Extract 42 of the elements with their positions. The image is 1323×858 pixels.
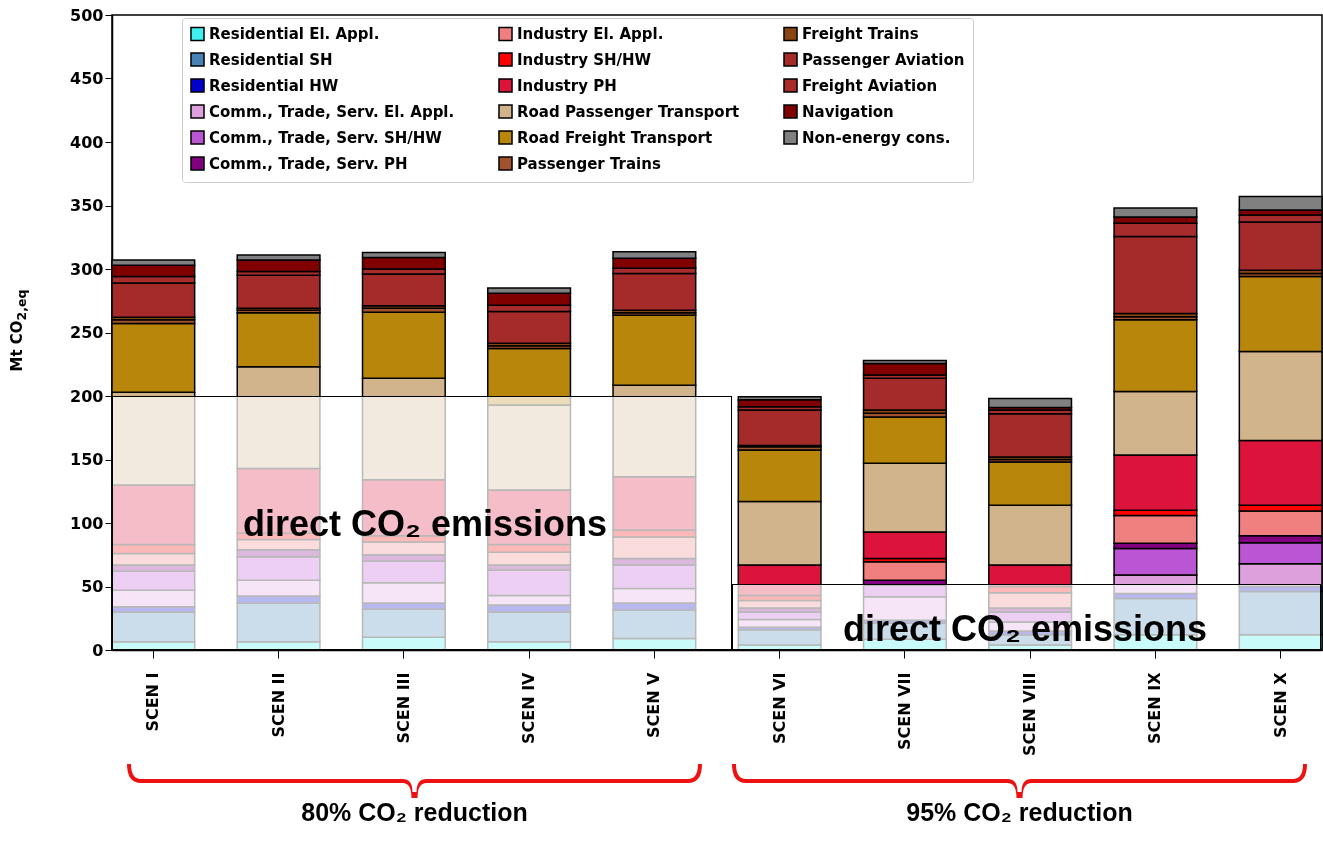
y-tick-label: 400 bbox=[70, 132, 104, 152]
text: 95% CO₂ reduction bbox=[905, 798, 1134, 827]
legend-label: Freight Aviation bbox=[802, 76, 938, 95]
y-tick-label: 150 bbox=[70, 450, 104, 469]
annotation: direct CO₂ emissions bbox=[241, 503, 609, 545]
x-tick-label: SCEN II bbox=[268, 672, 288, 738]
x-tick-label: SCEN III bbox=[393, 672, 413, 744]
text: 80% CO₂ reduction bbox=[300, 798, 529, 827]
legend-label: Freight Trains bbox=[802, 24, 919, 43]
annotation: direct CO₂ emissions bbox=[841, 608, 1209, 650]
x-tick-label: SCEN IX bbox=[1145, 671, 1165, 744]
y-tick-label: 250 bbox=[70, 323, 104, 342]
legend-label: Passenger Trains bbox=[517, 154, 661, 173]
legend-label: Road Freight Transport bbox=[517, 128, 713, 147]
y-tick-label: 450 bbox=[70, 69, 104, 88]
legend-label: Residential SH bbox=[209, 50, 333, 69]
legend-label: Comm., Trade, Serv. SH/HW bbox=[209, 128, 443, 147]
legend-label: Comm., Trade, Serv. PH bbox=[209, 154, 408, 173]
y-tick-label: 0 bbox=[92, 640, 104, 660]
legend-label: Industry PH bbox=[517, 76, 617, 95]
x-tick-label: SCEN I bbox=[143, 672, 163, 732]
x-tick-label: SCEN IV bbox=[519, 671, 539, 744]
y-tick-label: 350 bbox=[70, 196, 104, 215]
x-tick-label: SCEN VII bbox=[894, 672, 914, 750]
y-tick-label: 100 bbox=[70, 513, 104, 533]
legend-label: Industry El. Appl. bbox=[517, 24, 664, 43]
legend-label: Residential El. Appl. bbox=[209, 24, 380, 43]
x-tick-label: SCEN V bbox=[644, 671, 664, 739]
y-tick-label: 50 bbox=[81, 577, 104, 596]
y-tick-label: 500 bbox=[70, 5, 104, 25]
legend-label: Passenger Aviation bbox=[802, 50, 965, 69]
y-tick-label: 200 bbox=[70, 386, 104, 406]
legend-label: Industry SH/HW bbox=[517, 50, 652, 69]
legend-label: Comm., Trade, Serv. El. Appl. bbox=[209, 102, 455, 121]
y-tick-label: 300 bbox=[70, 259, 104, 279]
legend-label: Residential HW bbox=[209, 76, 339, 95]
legend-label: Non-energy cons. bbox=[802, 128, 951, 147]
x-tick-label: SCEN X bbox=[1270, 671, 1290, 738]
x-tick-label: SCEN VIII bbox=[1020, 672, 1040, 756]
legend-label: Navigation bbox=[802, 102, 894, 121]
x-tick-label: SCEN VI bbox=[769, 672, 789, 744]
legend-label: Road Passenger Transport bbox=[517, 102, 740, 121]
